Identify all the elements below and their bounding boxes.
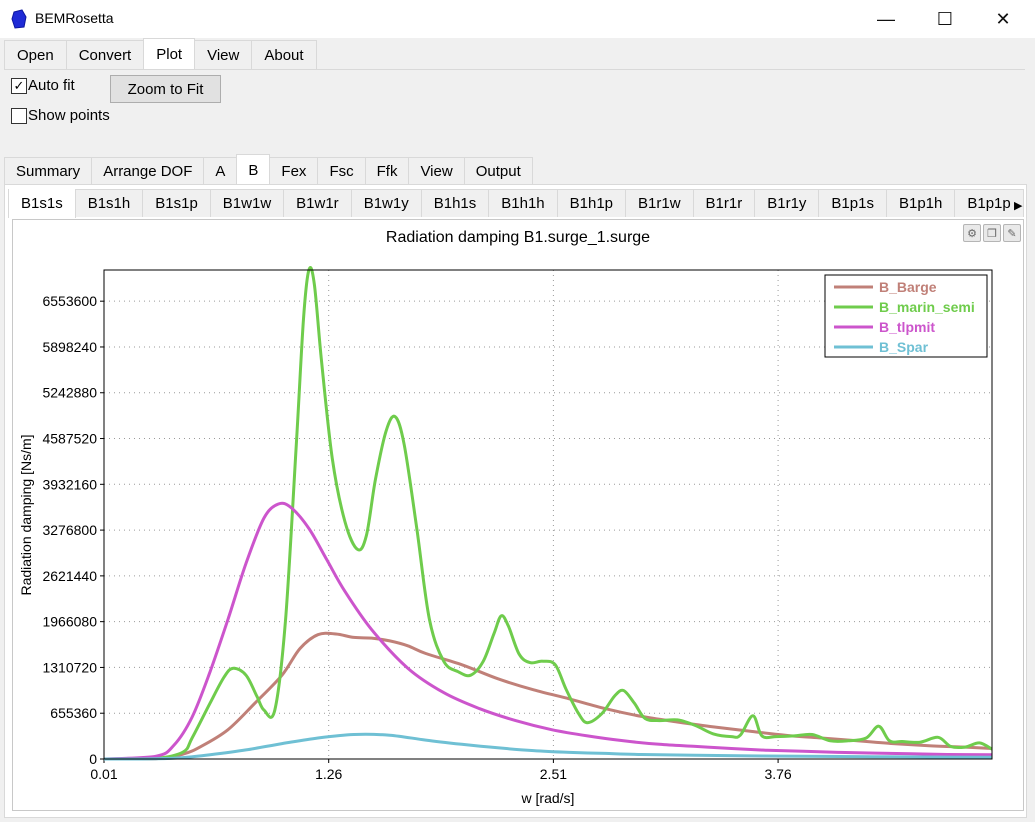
y-tick-label: 1310720 [42, 659, 97, 675]
tab-b1h1h[interactable]: B1h1h [488, 189, 558, 217]
chart-title: Radiation damping B1.surge_1.surge [386, 229, 650, 246]
series-line-b-tlpmit [103, 501, 993, 761]
tab-view[interactable]: View [194, 40, 253, 69]
x-tick-label: 0.01 [90, 766, 117, 782]
tab-b1p1h[interactable]: B1p1h [885, 189, 956, 217]
series-line-b-marin-semi [103, 266, 993, 761]
close-button[interactable]: ✕ [995, 8, 1011, 29]
tab-b1s1p[interactable]: B1s1p [142, 189, 211, 217]
tab-b1s1h[interactable]: B1s1h [74, 189, 144, 217]
title-bar: BEMRosetta — ☐ ✕ [0, 0, 1035, 38]
show-points-label: Show points [28, 107, 110, 124]
tab-b1w1w[interactable]: B1w1w [209, 189, 285, 217]
legend-label: B_marin_semi [879, 299, 975, 315]
y-tick-label: 5242880 [42, 385, 97, 401]
y-tick-label: 3932160 [42, 476, 97, 492]
y-tick-label: 2621440 [42, 568, 97, 584]
tab-b1w1r[interactable]: B1w1r [283, 189, 352, 217]
tab-open[interactable]: Open [4, 40, 67, 69]
tab-b1s1s[interactable]: B1s1s [8, 189, 76, 218]
legend-box [824, 274, 988, 358]
tab-fex[interactable]: Fex [269, 157, 319, 185]
copy-icon[interactable]: ❐ [983, 224, 1001, 242]
tab-b1p1p[interactable]: B1p1p [954, 189, 1024, 217]
dof-pair-tab-bar: B1s1s B1s1h B1s1p B1w1w B1w1r B1w1y B1h1… [8, 189, 1026, 219]
tab-ffk[interactable]: Ffk [364, 157, 410, 185]
save-image-icon[interactable]: ✎ [1003, 224, 1021, 242]
checkbox-checked-icon[interactable]: ✓ [11, 77, 27, 94]
y-axis-label: Radiation damping [Ns/m] [18, 434, 34, 595]
settings-icon[interactable]: ⚙ [963, 224, 981, 242]
tab-fsc[interactable]: Fsc [317, 157, 366, 185]
x-tick-label: 1.26 [315, 766, 342, 782]
auto-fit-checkbox[interactable]: ✓ Auto fit [11, 77, 75, 94]
tab-b1r1y[interactable]: B1r1y [754, 189, 820, 217]
x-axis-label: w [rad/s] [521, 790, 575, 806]
tab-arrange-dof[interactable]: Arrange DOF [91, 157, 205, 185]
tab-a[interactable]: A [203, 157, 238, 185]
tab-b1p1s[interactable]: B1p1s [818, 189, 887, 217]
maximize-button[interactable]: ☐ [936, 8, 954, 29]
legend-label: B_tlpmit [879, 319, 935, 335]
tab-view-sub[interactable]: View [408, 157, 465, 185]
window-title: BEMRosetta [35, 10, 114, 26]
y-tick-label: 4587520 [42, 431, 97, 447]
tab-b[interactable]: B [236, 154, 271, 185]
plot-options-panel: ✓ Auto fit Zoom to Fit Show points [4, 69, 1025, 158]
x-tick-label: 2.51 [540, 766, 567, 782]
y-tick-label: 6553600 [42, 293, 97, 309]
show-points-checkbox[interactable]: Show points [11, 107, 110, 124]
tab-output[interactable]: Output [463, 157, 533, 185]
auto-fit-label: Auto fit [28, 77, 75, 94]
tab-scroll-right-icon[interactable]: ▶ [1014, 199, 1023, 212]
legend-label: B_Barge [879, 279, 937, 295]
tab-b1r1w[interactable]: B1r1w [625, 189, 694, 217]
minimize-button[interactable]: — [877, 8, 895, 29]
plot-area-border [103, 269, 993, 760]
checkbox-unchecked-icon[interactable] [11, 107, 27, 124]
legend-label: B_Spar [879, 339, 929, 355]
tab-b1h1s[interactable]: B1h1s [420, 189, 490, 217]
tab-b1h1p[interactable]: B1h1p [556, 189, 627, 217]
zoom-to-fit-button[interactable]: Zoom to Fit [110, 75, 221, 103]
series-line-b-spar [103, 732, 993, 761]
main-tab-bar: Open Convert Plot View About [4, 38, 317, 70]
y-tick-label: 0 [89, 751, 97, 767]
tab-about[interactable]: About [251, 40, 317, 69]
tab-convert[interactable]: Convert [65, 40, 145, 69]
y-tick-label: 5898240 [42, 339, 97, 355]
app-logo-icon [11, 9, 27, 29]
y-tick-label: 3276800 [42, 522, 97, 538]
coefficient-tab-bar: Summary Arrange DOF A B Fex Fsc Ffk View… [4, 154, 533, 185]
y-tick-label: 1966080 [42, 614, 97, 630]
x-tick-label: 3.76 [764, 766, 791, 782]
y-tick-label: 655360 [50, 705, 97, 721]
tab-plot[interactable]: Plot [143, 38, 196, 69]
